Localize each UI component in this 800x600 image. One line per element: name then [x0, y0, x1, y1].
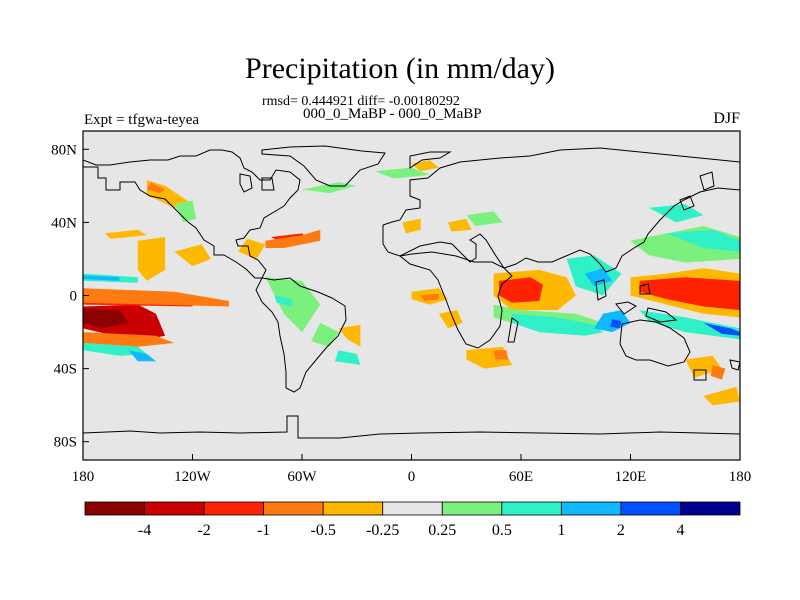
- y-tick-label: 40N: [51, 215, 77, 231]
- colorbar-swatch: [560, 501, 622, 516]
- anomaly-region: [334, 350, 361, 365]
- colorbar-swatch: [263, 501, 324, 516]
- colorbar-label: -4: [138, 522, 151, 539]
- anomaly-region: [438, 310, 463, 329]
- y-tick-label: 80S: [54, 435, 77, 451]
- anomaly-region: [648, 204, 704, 223]
- anomaly-region: [703, 386, 740, 406]
- anomaly-region: [265, 277, 321, 333]
- anomaly-region: [402, 218, 421, 234]
- anomaly-region: [511, 313, 604, 336]
- x-tick-label: 60E: [509, 469, 533, 485]
- colorbar-swatch: [382, 501, 443, 516]
- anomaly-region: [128, 350, 156, 362]
- anomaly-region: [104, 229, 147, 239]
- x-tick-label: 180: [72, 469, 95, 485]
- y-tick-label: 40S: [54, 362, 77, 378]
- anomaly-region: [311, 322, 339, 347]
- y-tick-label: 80N: [51, 142, 77, 158]
- stats-line: rmsd= 0.444921 diff= -0.00180292: [262, 94, 460, 109]
- colorbar-label: 0.5: [492, 522, 512, 539]
- anomaly-region: [420, 293, 439, 301]
- anomaly-region: [83, 275, 120, 281]
- colorbar-swatch: [84, 501, 145, 516]
- anomaly-region: [83, 308, 129, 329]
- anomaly-region: [703, 322, 740, 336]
- anomaly-region: [146, 182, 166, 194]
- colorbar-label: 0.25: [428, 522, 456, 539]
- anomaly-region: [338, 324, 361, 347]
- anomaly-region: [375, 167, 430, 179]
- experiment-label: Expt = tfgwa-teyea: [84, 112, 200, 128]
- anomaly-region: [448, 218, 472, 232]
- colorbar-label: 2: [617, 522, 625, 539]
- anomaly-region: [174, 200, 197, 223]
- anomaly-region: [137, 237, 166, 281]
- x-tick-label: 180: [729, 469, 752, 485]
- colorbar-label: 1: [557, 522, 565, 539]
- anomaly-region: [83, 288, 229, 307]
- anomaly-region: [302, 182, 357, 194]
- x-tick-label: 120E: [615, 469, 647, 485]
- anomaly-region: [238, 238, 266, 259]
- colorbar-swatch: [680, 501, 741, 516]
- colorbar-label: 4: [676, 522, 684, 539]
- colorbar-swatch: [322, 501, 384, 516]
- anomaly-region: [667, 229, 740, 252]
- anomaly-region: [174, 244, 211, 267]
- anomaly-region: [274, 295, 293, 307]
- anomaly-region: [493, 350, 509, 360]
- anomaly-region: [265, 229, 321, 248]
- anomaly-region: [639, 310, 740, 340]
- colorbar-swatch: [203, 501, 265, 516]
- coastlines: [83, 145, 740, 439]
- anomaly-regions: [83, 160, 740, 406]
- colorbar-label: -2: [197, 522, 210, 539]
- colorbar: -4 -2 -1 -0.5 -0.25 0.25 0.5 1 2 4: [84, 501, 741, 539]
- x-tick-label: 120W: [174, 469, 212, 485]
- x-tick-label: 0: [408, 469, 416, 485]
- axis-ticks: 180 120W 60W 0 60E 120E 180 80N 40N 0 40S 80S: [51, 142, 751, 485]
- anomaly-region: [83, 332, 175, 347]
- x-tick-label: 60W: [287, 469, 317, 485]
- anomaly-region: [466, 211, 503, 226]
- comparison-line: 000_0_MaBP - 000_0_MaBP: [303, 106, 482, 122]
- colorbar-swatch: [144, 501, 205, 516]
- season-label: DJF: [713, 110, 740, 127]
- y-tick-label: 0: [70, 289, 78, 305]
- colorbar-swatch: [620, 501, 681, 516]
- colorbar-swatch: [501, 501, 562, 516]
- map-title: Precipitation (in mm/day): [245, 52, 555, 85]
- colorbar-label: -1: [257, 522, 270, 539]
- anomaly-region: [584, 268, 613, 287]
- anomaly-region: [499, 277, 543, 303]
- colorbar-swatch: [441, 501, 503, 516]
- anomaly-region: [610, 319, 622, 329]
- anomaly-region: [639, 277, 740, 311]
- anomaly-region: [710, 365, 726, 380]
- colorbar-label: -0.5: [311, 522, 336, 539]
- colorbar-label: -0.25: [366, 522, 399, 539]
